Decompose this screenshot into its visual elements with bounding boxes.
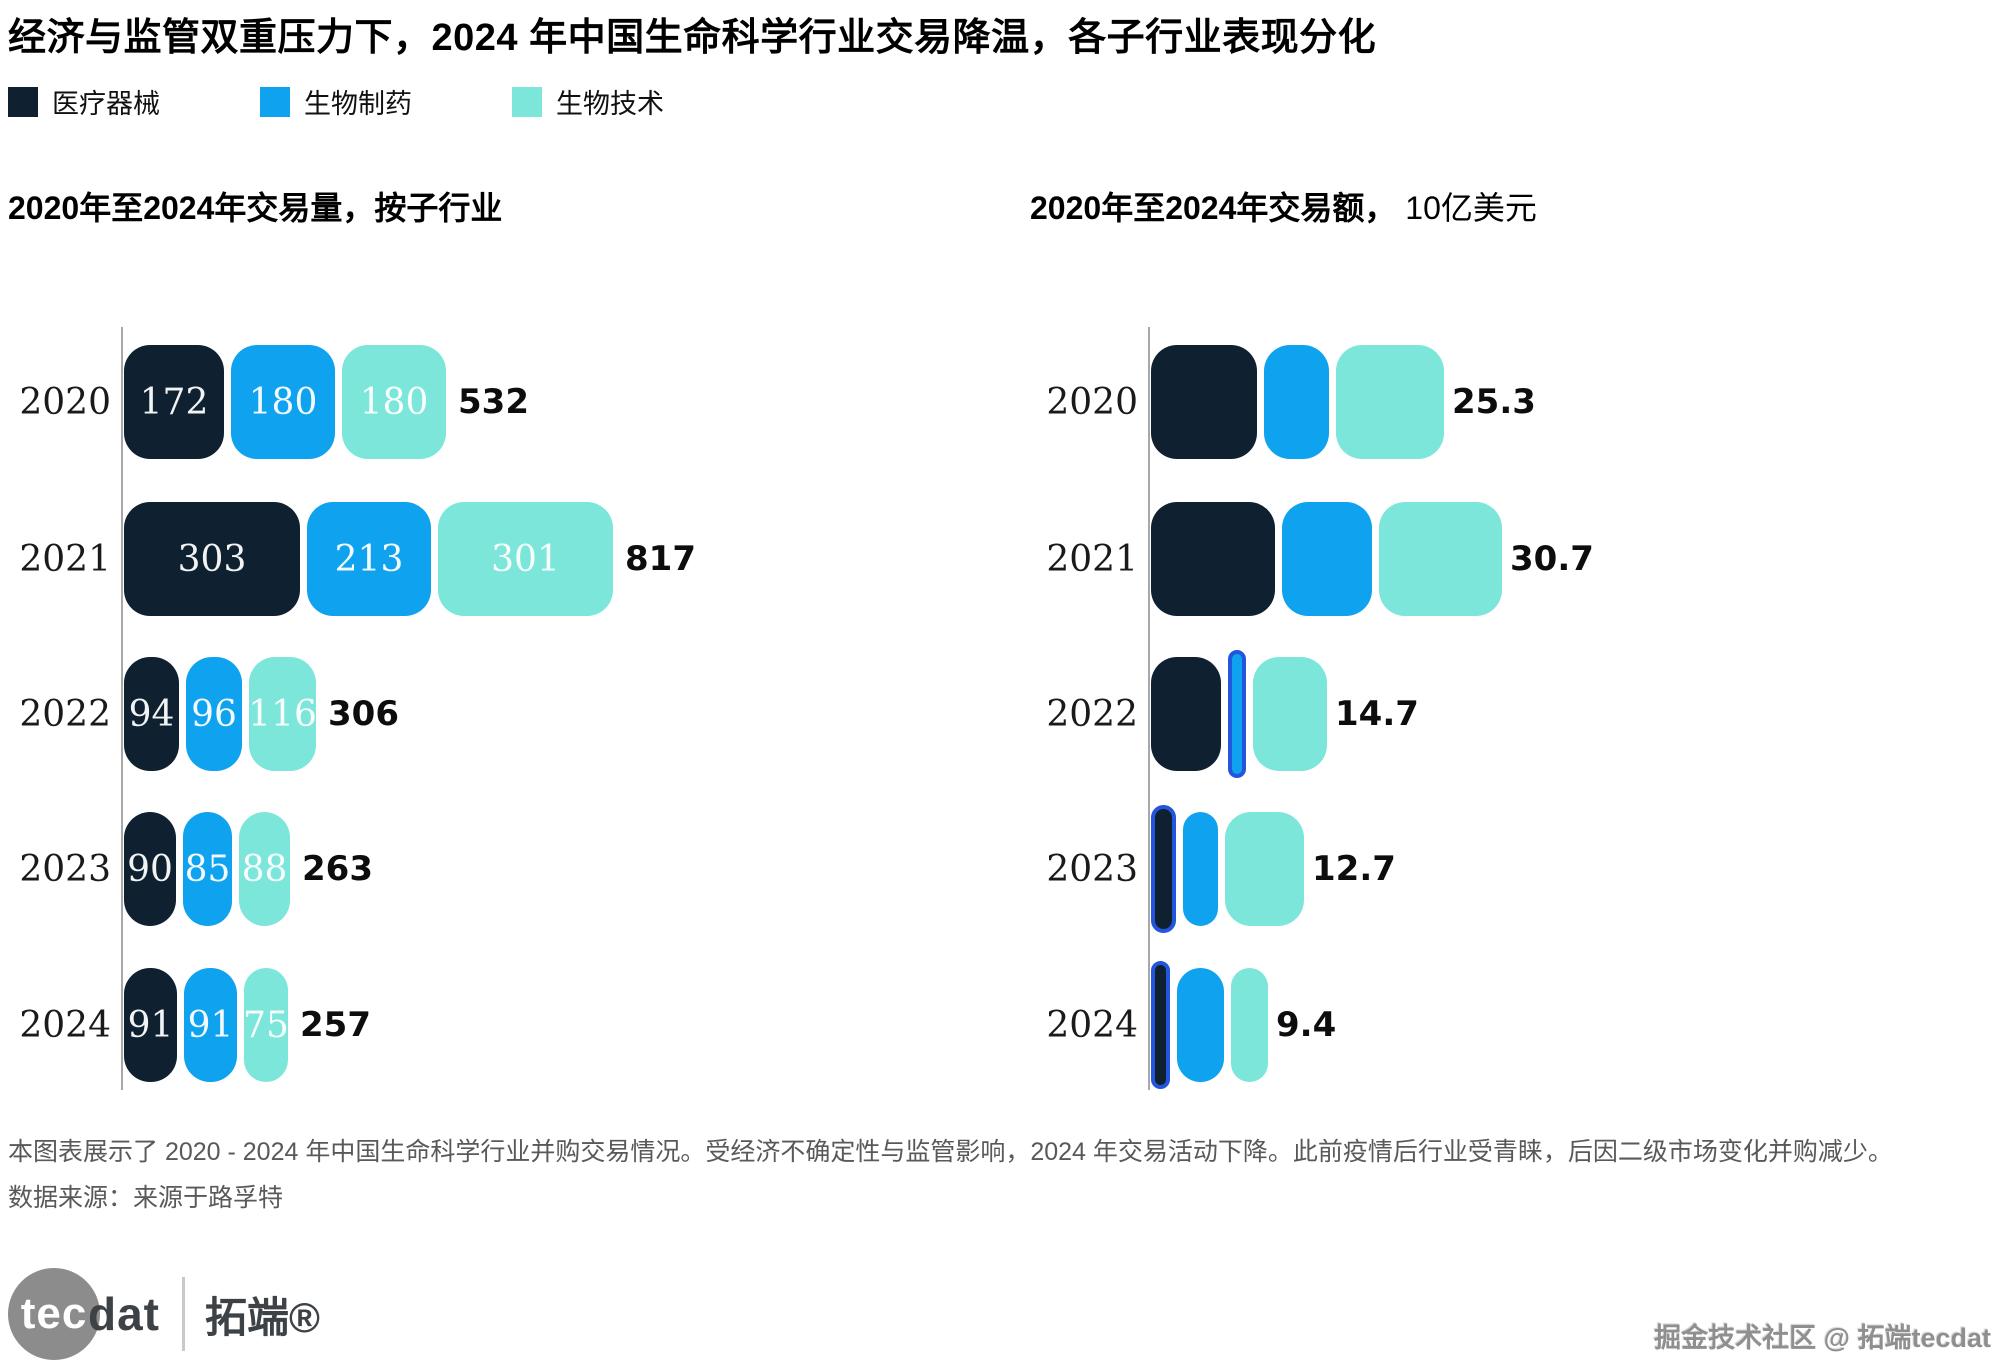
year-label-2024: 2024 — [19, 1004, 111, 1046]
segment-value-label: 90 — [127, 848, 173, 890]
bar-segment-生物技术-2020 — [1336, 345, 1444, 459]
legend-label-biopharma: 生物制药 — [304, 89, 412, 119]
year-label-2021: 2021 — [1046, 538, 1138, 580]
bar-segment-生物制药-2020: 180 — [231, 345, 335, 459]
bar-segment-生物技术-2021 — [1379, 502, 1502, 616]
bar-segment-医疗器械-2024: 91 — [124, 968, 177, 1082]
legend-swatch-medical-devices — [8, 86, 38, 117]
legend-label-medical-devices: 医疗器械 — [52, 89, 160, 119]
y-axis-line — [121, 327, 123, 1090]
bar-segment-生物技术-2022 — [1253, 657, 1327, 771]
bar-segment-医疗器械-2021: 303 — [124, 502, 300, 616]
bar-segment-生物技术-2020: 180 — [342, 345, 446, 459]
bar-segment-生物技术-2023: 88 — [239, 812, 290, 926]
total-label-2022: 306 — [328, 694, 399, 734]
bar-segment-医疗器械-2020 — [1151, 345, 1257, 459]
legend-swatch-biopharma — [260, 86, 290, 117]
logo-text-chinese: 拓端® — [205, 1293, 320, 1341]
logo-text-tec: tec — [20, 1289, 88, 1338]
total-label-2024: 257 — [300, 1005, 371, 1045]
chart-volume-subtitle: 2020年至2024年交易量，按子行业 — [8, 183, 502, 229]
legend: 医疗器械 生物制药 生物技术 — [8, 82, 664, 121]
segment-value-label: 172 — [139, 381, 209, 423]
chart-value-subtitle-bold: 2020年至2024年交易额， — [1030, 190, 1397, 226]
bar-segment-生物制药-2021: 213 — [307, 502, 431, 616]
segment-value-label: 213 — [334, 538, 404, 580]
footnote: 本图表展示了 2020 - 2024 年中国生命科学行业并购交易情况。受经济不确… — [8, 1134, 2000, 1216]
segment-value-label: 75 — [244, 1004, 288, 1046]
footnote-text: 本图表展示了 2020 - 2024 年中国生命科学行业并购交易情况。受经济不确… — [8, 1138, 1893, 1166]
segment-value-label: 301 — [491, 538, 560, 580]
bar-segment-医疗器械-2022 — [1151, 657, 1221, 771]
year-label-2020: 2020 — [19, 381, 111, 423]
chart-value-subtitle-regular: 10亿美元 — [1396, 190, 1537, 226]
page-title: 经济与监管双重压力下，2024 年中国生命科学行业交易降温，各子行业表现分化 — [8, 17, 1377, 59]
segment-value-label: 180 — [359, 381, 429, 423]
bar-segment-医疗器械-2023 — [1151, 805, 1176, 933]
bar-segment-医疗器械-2022: 94 — [124, 657, 179, 771]
year-label-2020: 2020 — [1046, 381, 1138, 423]
bar-segment-生物技术-2022: 116 — [249, 657, 316, 771]
watermark: 掘金技术社区 @ 拓端tecdat — [1654, 1323, 1991, 1353]
bar-segment-医疗器械-2024 — [1151, 961, 1170, 1089]
year-label-2024: 2024 — [1046, 1004, 1138, 1046]
year-label-2022: 2022 — [19, 693, 111, 735]
bar-segment-生物制药-2022 — [1228, 650, 1246, 778]
segment-value-label: 303 — [177, 538, 247, 580]
year-label-2022: 2022 — [1046, 693, 1138, 735]
logo-text-dat: dat — [88, 1288, 160, 1340]
bar-segment-医疗器械-2021 — [1151, 502, 1275, 616]
bar-segment-生物技术-2024 — [1231, 968, 1268, 1082]
tecdat-logo: tec dat 拓端® — [8, 1266, 320, 1362]
year-label-2023: 2023 — [1046, 848, 1138, 890]
logo-circle: tec — [8, 1268, 100, 1360]
y-axis-line — [1148, 327, 1150, 1090]
chart-volume-subtitle-bold: 2020年至2024年交易量，按子行业 — [8, 190, 503, 226]
data-source: 数据来源：来源于路孚特 — [8, 1184, 284, 1212]
year-label-2023: 2023 — [19, 848, 111, 890]
segment-value-label: 116 — [249, 693, 316, 735]
chart-value-subtitle: 2020年至2024年交易额， 10亿美元 — [1030, 183, 1537, 229]
total-label-2023: 263 — [302, 849, 373, 889]
total-label-2024: 9.4 — [1276, 1005, 1337, 1045]
total-label-2023: 12.7 — [1312, 849, 1396, 889]
total-label-2021: 30.7 — [1510, 539, 1594, 579]
segment-value-label: 91 — [127, 1004, 174, 1046]
bar-segment-生物技术-2023 — [1225, 812, 1304, 926]
legend-item-biopharma: 生物制药 — [260, 82, 412, 121]
legend-label-biotech: 生物技术 — [556, 89, 664, 119]
legend-item-medical-devices: 医疗器械 — [8, 82, 160, 121]
bar-segment-生物技术-2021: 301 — [438, 502, 613, 616]
bar-segment-生物技术-2024: 75 — [244, 968, 288, 1082]
bar-segment-生物制药-2024: 91 — [184, 968, 237, 1082]
total-label-2022: 14.7 — [1335, 694, 1419, 734]
bar-segment-生物制药-2023: 85 — [183, 812, 232, 926]
bar-segment-生物制药-2021 — [1282, 502, 1372, 616]
year-label-2021: 2021 — [19, 538, 111, 580]
total-label-2021: 817 — [625, 539, 696, 579]
legend-item-biotech: 生物技术 — [512, 82, 664, 121]
segment-value-label: 85 — [184, 848, 231, 890]
logo-separator — [182, 1277, 185, 1351]
total-label-2020: 532 — [458, 382, 529, 422]
legend-swatch-biotech — [512, 86, 542, 117]
bar-segment-生物制药-2022: 96 — [186, 657, 242, 771]
total-label-2020: 25.3 — [1452, 382, 1536, 422]
bar-segment-生物制药-2024 — [1177, 968, 1224, 1082]
bar-segment-生物制药-2023 — [1183, 812, 1218, 926]
bar-segment-医疗器械-2020: 172 — [124, 345, 224, 459]
segment-value-label: 94 — [128, 693, 175, 735]
segment-value-label: 180 — [248, 381, 318, 423]
segment-value-label: 88 — [241, 848, 288, 890]
bar-segment-医疗器械-2023: 90 — [124, 812, 176, 926]
bar-segment-生物制药-2020 — [1264, 345, 1329, 459]
segment-value-label: 96 — [191, 693, 237, 735]
segment-value-label: 91 — [187, 1004, 234, 1046]
